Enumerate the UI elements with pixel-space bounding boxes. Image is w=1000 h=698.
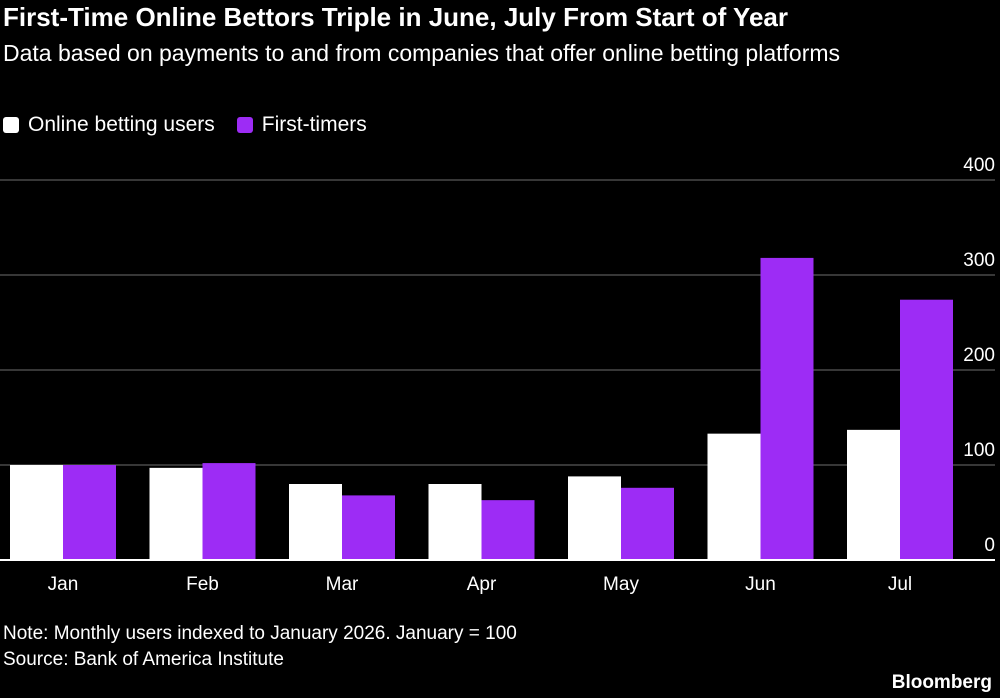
bar-first-timers-apr: [481, 500, 535, 560]
bar-online-betting-users-feb: [149, 467, 203, 560]
bar-first-timers-feb: [202, 463, 256, 560]
x-tick-label-jun: Jun: [745, 574, 776, 595]
bar-first-timers-may: [621, 487, 674, 560]
x-tick-label-may: May: [603, 574, 639, 595]
bar-first-timers-jun: [760, 257, 814, 560]
chart-subtitle: Data based on payments to and from compa…: [3, 40, 841, 66]
bar-chart: 0 100 200 300 400 Jan Feb Mar Apr May Jun Jul: [0, 155, 995, 595]
y-tick-label-300: 300: [963, 250, 995, 271]
legend-label-first-timers: First-timers: [261, 113, 367, 136]
legend-item-first-timers: First-timers: [236, 113, 367, 137]
x-tick-label-apr: Apr: [467, 574, 497, 595]
bar-online-betting-users-may: [568, 476, 621, 560]
y-tick-label-400: 400: [963, 155, 995, 176]
y-tick-label-0: 0: [984, 535, 995, 556]
bar-first-timers-jan: [63, 465, 116, 560]
source-text: Source: Bank of America Institute: [3, 649, 284, 670]
bloomberg-logo: Bloomberg: [891, 672, 992, 693]
bar-online-betting-users-jan: [10, 465, 63, 560]
x-tick-label-jan: Jan: [48, 574, 79, 595]
y-tick-label-100: 100: [963, 440, 995, 461]
legend: Online betting users First-timers: [3, 113, 389, 137]
note-text: Note: Monthly users indexed to January 2…: [3, 623, 517, 644]
bar-online-betting-users-mar: [289, 484, 342, 560]
x-tick-label-jul: Jul: [888, 574, 912, 595]
bar-online-betting-users-apr: [428, 484, 482, 560]
bar-first-timers-mar: [342, 495, 395, 560]
legend-swatch-online-betting-users: [3, 117, 19, 133]
bar-online-betting-users-jun: [707, 433, 761, 560]
chart-footnote: Note: Monthly users indexed to January 2…: [3, 621, 517, 673]
x-tick-label-mar: Mar: [326, 574, 359, 595]
legend-label-online-betting-users: Online betting users: [28, 113, 215, 136]
x-tick-label-feb: Feb: [186, 574, 219, 595]
y-tick-label-200: 200: [963, 345, 995, 366]
legend-swatch-first-timers: [236, 117, 253, 133]
legend-item-online-betting-users: Online betting users: [3, 113, 215, 137]
bar-first-timers-jul: [900, 299, 953, 560]
chart-title: First-Time Online Bettors Triple in June…: [3, 2, 789, 32]
bar-online-betting-users-jul: [847, 429, 900, 560]
